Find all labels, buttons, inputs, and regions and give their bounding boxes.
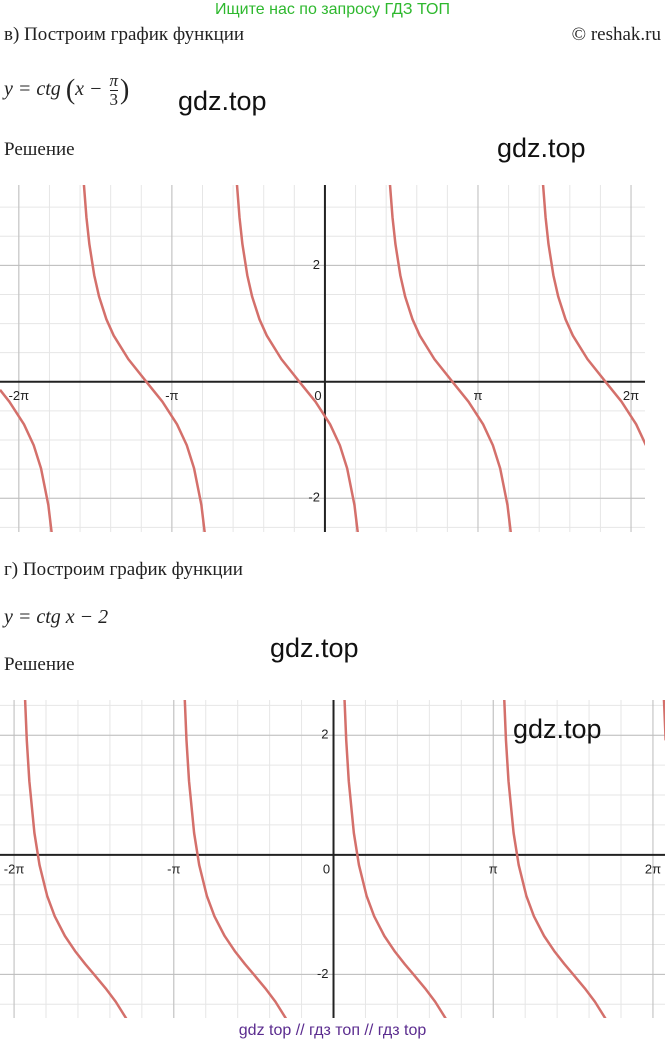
watermark: gdz.top	[270, 633, 359, 663]
x-tick-label: 2π	[623, 388, 639, 403]
x-tick-label: 0	[314, 388, 321, 403]
paren: (	[65, 74, 76, 106]
solution-label: Решение	[4, 139, 75, 160]
x-tick-label: -π	[167, 861, 180, 876]
heading: в) Построим график функции	[4, 24, 245, 45]
y-tick-label: 2	[313, 257, 320, 272]
chart: -2π -π 0 π 2π -2 2	[0, 185, 645, 532]
x-tick-label: 2π	[645, 861, 661, 876]
formula-lhs: y = ctg	[4, 78, 61, 101]
x-tick-label: -2π	[4, 861, 25, 876]
y-tick-label: -2	[317, 966, 329, 981]
curve	[0, 185, 645, 532]
x-tick-label: π	[489, 861, 498, 876]
denominator: 3	[109, 90, 119, 109]
curve	[23, 700, 665, 1018]
y-tick-label: -2	[308, 490, 320, 505]
numerator: π	[109, 71, 119, 90]
solution-label: Решение	[4, 654, 75, 675]
copyright: © reshak.ru	[571, 24, 661, 45]
footer: gdz top // гдз топ // гдз top	[238, 1022, 427, 1039]
heading: г) Построим график функции	[4, 559, 243, 580]
watermark: gdz.top	[513, 714, 602, 744]
formula-arg: x −	[75, 78, 103, 101]
x-tick-label: -2π	[9, 388, 30, 403]
formula: y = ctg (x − π 3)	[4, 72, 129, 109]
x-tick-label: -π	[165, 388, 178, 403]
chart: -2π -π 0 π 2π -2 2	[0, 700, 665, 1018]
paren: )	[120, 74, 130, 106]
watermark: gdz.top	[178, 86, 267, 116]
y-tick-label: 2	[321, 727, 328, 742]
watermark: gdz.top	[497, 133, 586, 163]
x-tick-label: 0	[323, 861, 330, 876]
formula: y = ctg x − 2	[4, 606, 109, 628]
x-tick-label: π	[473, 388, 482, 403]
banner: Ищите нас по запросу ГДЗ ТОП	[215, 1, 450, 18]
